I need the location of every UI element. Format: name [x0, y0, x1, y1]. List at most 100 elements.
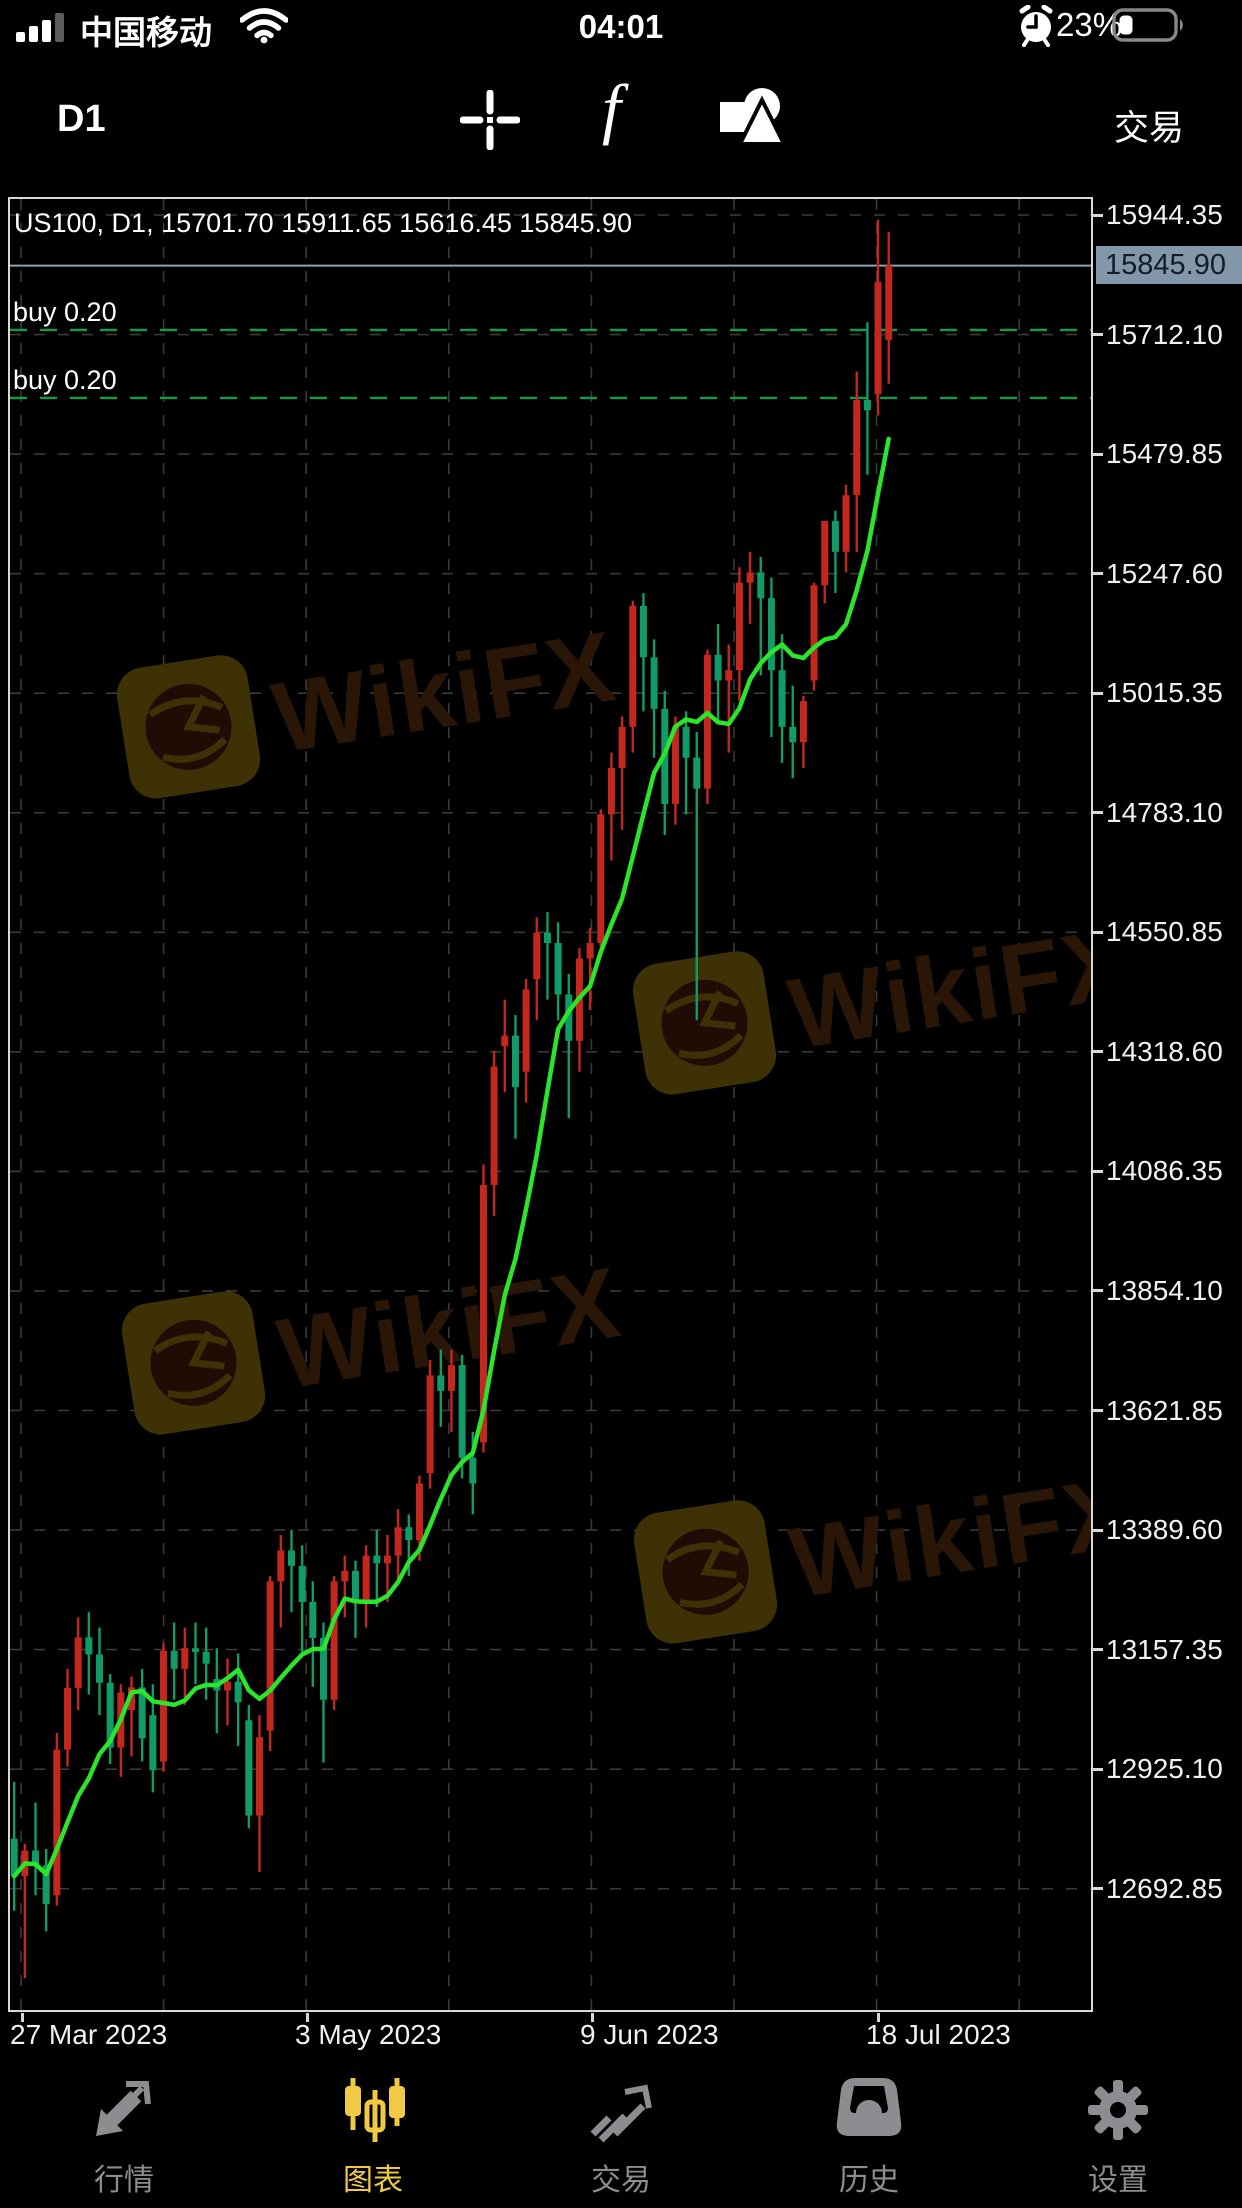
candlestick: [383, 1555, 391, 1564]
price-axis-label: 14318.60: [1106, 1035, 1223, 1067]
candlestick: [202, 1651, 210, 1664]
date-axis-label: 9 Jun 2023: [580, 2019, 719, 2050]
watermark-text: WikiFX: [782, 906, 1093, 1071]
price-tick: [1092, 333, 1103, 337]
candlestick: [128, 1687, 136, 1710]
price-axis-label: 13389.60: [1106, 1514, 1223, 1546]
candlestick: [746, 572, 754, 583]
price-tick: [1092, 691, 1103, 695]
candlestick: [469, 1457, 477, 1484]
candlestick: [629, 605, 637, 727]
candlestick: [874, 282, 882, 395]
candlestick: [373, 1555, 381, 1564]
shapes-icon[interactable]: [720, 84, 788, 148]
candlestick: [106, 1682, 114, 1748]
price-tick: [1092, 1050, 1103, 1054]
candlestick: [757, 572, 765, 599]
candlestick: [650, 657, 658, 709]
watermark-text: WikiFX: [266, 610, 624, 775]
tab-label: 交易: [591, 2164, 651, 2197]
candlestick: [522, 989, 530, 1072]
candlestick: [234, 1681, 242, 1703]
quotes-arrows-icon[interactable]: [88, 2072, 160, 2144]
price-tick: [1092, 1528, 1103, 1532]
date-tick: [591, 2013, 594, 2022]
price-axis-label: 15479.85: [1106, 438, 1223, 470]
candlestick: [362, 1555, 370, 1602]
crosshair-icon[interactable]: [460, 90, 520, 150]
tab-label: 行情: [94, 2164, 154, 2197]
candlestick: [42, 1865, 50, 1905]
candlestick: [64, 1687, 72, 1750]
watermark-text: WikiFX: [783, 1455, 1093, 1620]
price-axis-label: 13621.85: [1106, 1394, 1223, 1426]
battery-icon: [1112, 8, 1183, 42]
date-axis-label: 3 May 2023: [295, 2019, 442, 2050]
candlestick: [255, 1737, 263, 1816]
candlestick: [458, 1365, 466, 1458]
candlestick: [821, 520, 829, 586]
tab-item-图表[interactable]: 图表: [293, 2072, 453, 2208]
price-axis-label: 14550.85: [1106, 916, 1223, 948]
candlestick: [842, 495, 850, 552]
candlestick: [479, 1184, 487, 1443]
date-tick: [21, 2013, 24, 2022]
tab-label: 图表: [343, 2164, 403, 2197]
eagle-detail: [148, 694, 228, 763]
function-icon[interactable]: f: [602, 70, 621, 146]
candlestick: [245, 1720, 253, 1816]
candlestick: [309, 1601, 317, 1638]
wifi-icon: [240, 8, 288, 44]
candlestick: [394, 1527, 402, 1556]
price-axis-label: 13157.35: [1106, 1633, 1223, 1665]
candlestick: [287, 1550, 295, 1566]
candlestick: [10, 1838, 18, 1877]
candlestick: [778, 670, 786, 727]
candlestick: [490, 1066, 498, 1185]
candlestick: [725, 670, 733, 681]
candlestick: [53, 1749, 61, 1896]
timeframe-button[interactable]: D1: [57, 98, 106, 140]
wikifx-watermark: WikiFX: [121, 1246, 628, 1435]
date-tick: [877, 2013, 880, 2022]
price-tick: [1092, 1887, 1103, 1891]
price-axis-label: 13854.10: [1106, 1274, 1223, 1306]
candlestick: [543, 932, 551, 944]
trade-button[interactable]: 交易: [1114, 109, 1185, 148]
price-axis-label: 15247.60: [1106, 557, 1223, 589]
history-tray-icon[interactable]: [833, 2072, 905, 2144]
tab-item-设置[interactable]: 设置: [1038, 2072, 1198, 2208]
candlestick: [799, 701, 807, 743]
candlestick: [511, 1035, 519, 1088]
tab-item-历史[interactable]: 历史: [789, 2072, 949, 2208]
tab-item-交易[interactable]: 交易: [541, 2072, 701, 2208]
candlestick: [853, 399, 861, 496]
date-axis-label: 18 Jul 2023: [866, 2019, 1011, 2050]
gear-icon[interactable]: [1082, 2072, 1154, 2144]
candlestick: [565, 994, 573, 1041]
candlestick: [341, 1571, 349, 1582]
candlestick: [831, 520, 839, 552]
candlestick: [149, 1715, 157, 1771]
candlestick-chart-icon[interactable]: [337, 2072, 409, 2144]
price-tick: [1092, 1409, 1103, 1412]
eagle-detail: [153, 1330, 233, 1399]
candlestick: [885, 265, 893, 340]
trade-arrow-icon[interactable]: [585, 2072, 657, 2144]
price-axis-label: 15712.10: [1106, 318, 1223, 350]
candlestick: [693, 757, 701, 789]
candlestick: [32, 1850, 40, 1866]
price-tick: [1092, 1289, 1103, 1293]
candlestick: [597, 814, 605, 944]
price-chart[interactable]: WikiFX WikiFX WikiFX WikiFX US100, D1, 15701…: [8, 197, 1093, 2012]
candlestick: [682, 726, 690, 758]
candlestick: [735, 582, 743, 671]
date-axis-label: 27 Mar 2023: [10, 2019, 168, 2050]
status-time: 04:01: [578, 8, 664, 45]
price-tick: [1092, 811, 1103, 815]
candlestick: [533, 932, 541, 980]
candlestick: [426, 1375, 434, 1474]
tab-item-行情[interactable]: 行情: [44, 2072, 204, 2208]
candlestick: [351, 1571, 359, 1602]
candlestick: [96, 1654, 104, 1683]
